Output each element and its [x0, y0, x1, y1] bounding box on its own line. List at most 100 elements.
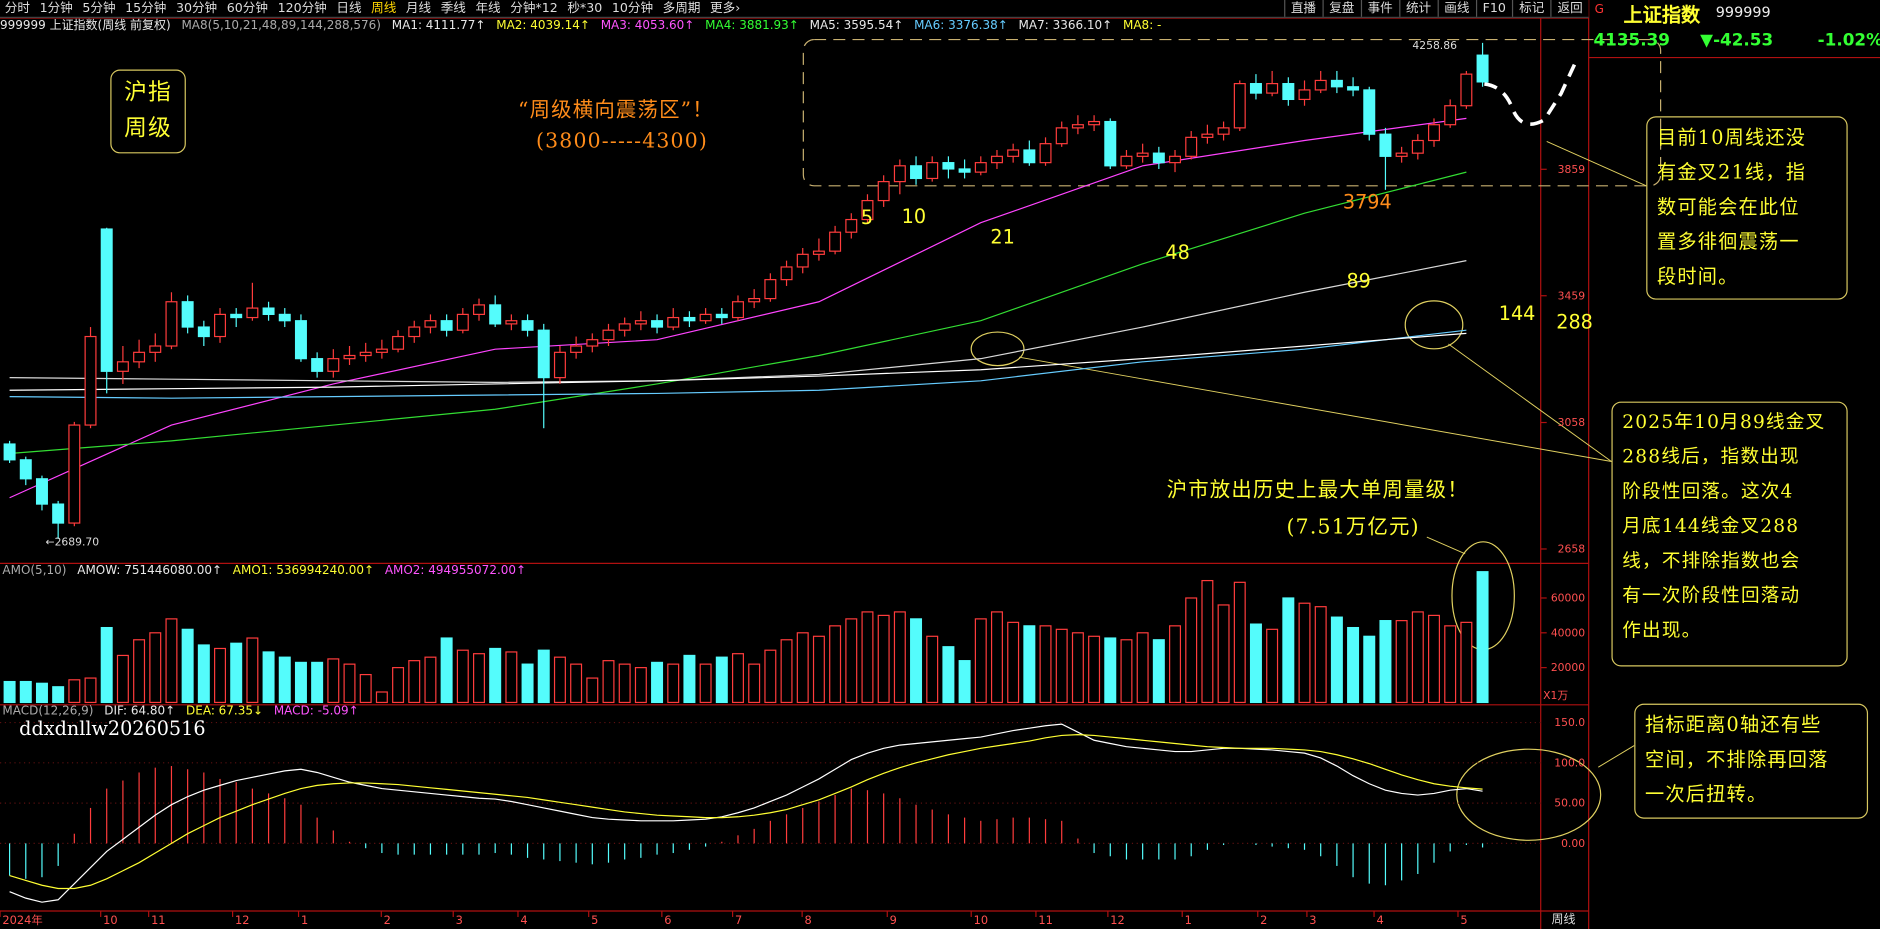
candle-body [424, 320, 437, 328]
period-tab[interactable]: 周线 [371, 1, 397, 16]
tool-tab[interactable]: 事件 [1360, 0, 1398, 17]
comment-line: 288线后，指数出现 [1622, 445, 1800, 468]
volume-bar [1428, 614, 1440, 704]
volume-bar [278, 656, 291, 704]
candle-body [780, 266, 793, 281]
y-tick-label: 2658 [1558, 543, 1586, 556]
tool-tab[interactable]: 标记 [1511, 0, 1550, 17]
candle-body [537, 329, 550, 379]
volume-bar [910, 618, 923, 704]
candle-body [392, 335, 405, 350]
candle-body [1185, 136, 1198, 157]
y-tick-label: 3859 [1558, 163, 1586, 176]
volume-bar [731, 653, 744, 704]
leader-line [1448, 343, 1612, 462]
tool-tab[interactable]: 复盘 [1322, 0, 1360, 17]
tool-tab[interactable]: 返回 [1550, 0, 1588, 17]
volume-bar [942, 646, 955, 704]
period-tabs: 分时 1分钟 5分钟 15分钟 30分钟 60分钟 120分钟 日线 周线 月线 季线 年线 分钟*12… [0, 0, 745, 17]
period-tab[interactable]: 年线 [475, 1, 501, 16]
tool-tabs: 直播 复盘 事件 统计 画线 F10 标记 返回 [1283, 0, 1589, 17]
volume-bar [521, 663, 534, 704]
candle-body [181, 301, 194, 328]
period-tab[interactable]: 分钟*12 [510, 1, 558, 16]
period-tab[interactable]: 分时 [4, 1, 30, 16]
volume-bar [149, 632, 162, 704]
candle-body [683, 316, 696, 322]
period-tab[interactable]: 更多› [710, 1, 741, 16]
volume-bar [181, 628, 194, 704]
period-tab[interactable]: 10分钟 [611, 1, 654, 16]
volume-bar [262, 651, 275, 704]
candle-body [812, 250, 825, 255]
x-tick-label: 9 [890, 913, 897, 927]
volume-bar [100, 626, 113, 704]
volume-bar [246, 637, 259, 704]
candle-body [1428, 124, 1440, 142]
period-tab[interactable]: 多周期 [662, 1, 701, 16]
x-tick-label: 1 [1185, 913, 1192, 927]
candle-body [1460, 73, 1473, 107]
volume-bar [1379, 620, 1392, 704]
period-tab[interactable]: 1分钟 [39, 1, 73, 16]
range-box [802, 38, 1662, 187]
volume-bar [699, 663, 712, 704]
tool-tab[interactable]: F10 [1475, 0, 1511, 17]
period-tab[interactable]: 5分钟 [82, 1, 116, 16]
ma-label: 5 [861, 206, 873, 229]
volume-bar [1185, 597, 1198, 704]
leader-line [1019, 356, 1612, 462]
candle-body [602, 329, 615, 341]
x-tick-label: 1 [301, 913, 308, 927]
volume-bar [715, 656, 728, 704]
volume-bar [165, 618, 178, 704]
ma-value: MA1: 4111.77↑ [391, 19, 486, 33]
period-tab[interactable]: 60分钟 [226, 1, 268, 16]
x-tick-label: 4 [520, 913, 527, 927]
volume-bar [1233, 581, 1246, 704]
volume-bar [926, 635, 939, 704]
period-tab[interactable]: 15分钟 [125, 1, 167, 16]
tool-tab[interactable]: 直播 [1283, 0, 1322, 17]
candle-body [1233, 83, 1246, 129]
candle-body [278, 313, 291, 322]
candle-body [214, 313, 227, 338]
quote-panel: G 上证指数 999999 4135.39 ▼-42.53 -1.02% [1590, 0, 1880, 58]
volume-bar [618, 663, 631, 704]
tool-tab[interactable]: 统计 [1398, 0, 1437, 17]
x-tick-label: 8 [805, 913, 812, 927]
volume-bar [214, 647, 227, 704]
volume-bar [1314, 606, 1327, 704]
candle-body [1023, 149, 1036, 164]
candle-body [1249, 83, 1262, 94]
period-tab[interactable]: 月线 [405, 1, 432, 16]
volume-bar [343, 663, 356, 704]
comment-line: 空间，不排除再回落 [1645, 747, 1829, 771]
period-tab[interactable]: 30分钟 [175, 1, 218, 16]
watermark: ddxdnllw20260516 [19, 716, 206, 740]
candle-body [1120, 155, 1133, 167]
candle-body [165, 301, 178, 347]
candle-body [1136, 152, 1149, 157]
x-tick-label: 12 [1110, 913, 1124, 927]
volume-bar [1298, 602, 1311, 704]
ma-line [9, 260, 1467, 383]
period-tab[interactable]: 秒*30 [567, 1, 603, 16]
candle-body [1007, 149, 1020, 157]
tool-tab[interactable]: 画线 [1437, 0, 1475, 17]
candle-body [359, 351, 372, 357]
period-tab[interactable]: 季线 [440, 1, 466, 16]
cross-circle [970, 331, 1025, 367]
candle-body [586, 339, 599, 347]
candle-body [618, 323, 631, 331]
candle-body [489, 304, 502, 325]
leader-line [1426, 536, 1466, 555]
x-tick-label: 2 [1260, 913, 1267, 927]
period-tab[interactable]: 120分钟 [277, 1, 327, 16]
comment-line: 2025年10月89线金叉 [1622, 411, 1826, 433]
volume-bar [1460, 621, 1473, 704]
period-tab[interactable]: 日线 [336, 1, 362, 16]
x-tick-label: 4 [1376, 913, 1383, 927]
volume-bar [974, 618, 987, 704]
candle-body [634, 320, 647, 325]
